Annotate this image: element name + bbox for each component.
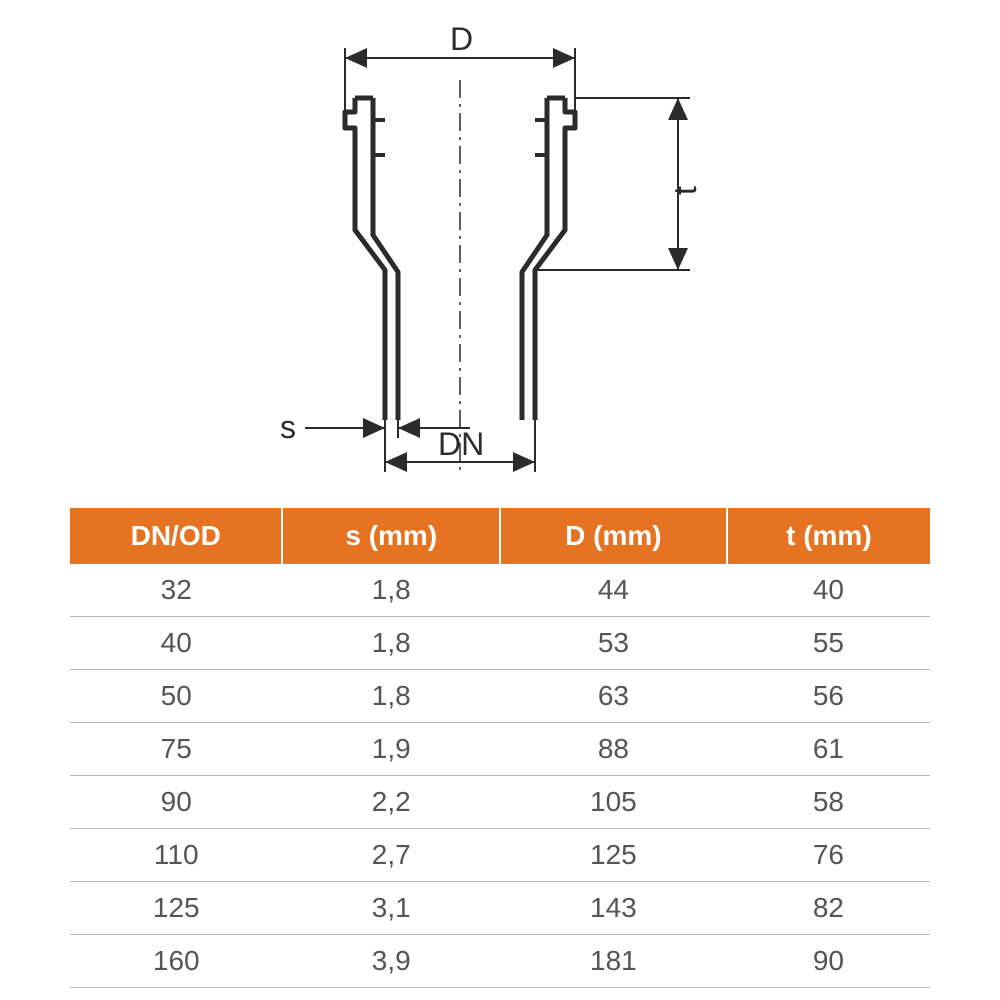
- dim-label-s: s: [280, 409, 296, 445]
- table-cell: 40: [727, 564, 930, 617]
- table-header-row: DN/ODs (mm)D (mm)t (mm): [70, 508, 930, 564]
- table-cell: 40: [70, 617, 282, 670]
- table-row: 1102,712576: [70, 829, 930, 882]
- table-cell: 53: [500, 617, 727, 670]
- table-cell: 3,9: [282, 935, 500, 988]
- dim-label-dn: DN: [438, 426, 484, 462]
- table-cell: 125: [70, 882, 282, 935]
- table-cell: 50: [70, 670, 282, 723]
- table-cell: 1,8: [282, 670, 500, 723]
- table-cell: 2,7: [282, 829, 500, 882]
- table-cell: 76: [727, 829, 930, 882]
- table-header-cell: t (mm): [727, 508, 930, 564]
- table-cell: 1,8: [282, 617, 500, 670]
- table-cell: 82: [727, 882, 930, 935]
- table-cell: 88: [500, 723, 727, 776]
- table-cell: 61: [727, 723, 930, 776]
- table-cell: 3,1: [282, 882, 500, 935]
- table-row: 1603,918190: [70, 935, 930, 988]
- table-cell: 44: [500, 564, 727, 617]
- table-cell: 181: [500, 935, 727, 988]
- table-cell: 75: [70, 723, 282, 776]
- dim-label-d: D: [450, 21, 473, 57]
- dimensions-table-wrapper: DN/ODs (mm)D (mm)t (mm) 321,84440401,853…: [70, 508, 930, 988]
- table-row: 751,98861: [70, 723, 930, 776]
- table-row: 1253,114382: [70, 882, 930, 935]
- dim-label-t: t: [667, 186, 703, 195]
- pipe-svg: D t s DN: [180, 20, 820, 480]
- table-body: 321,84440401,85355501,86356751,98861902,…: [70, 564, 930, 988]
- table-cell: 1,8: [282, 564, 500, 617]
- table-row: 501,86356: [70, 670, 930, 723]
- table-cell: 56: [727, 670, 930, 723]
- table-cell: 160: [70, 935, 282, 988]
- table-cell: 90: [727, 935, 930, 988]
- table-cell: 55: [727, 617, 930, 670]
- table-row: 902,210558: [70, 776, 930, 829]
- table-row: 401,85355: [70, 617, 930, 670]
- table-cell: 90: [70, 776, 282, 829]
- table-cell: 105: [500, 776, 727, 829]
- table-header-cell: D (mm): [500, 508, 727, 564]
- table-cell: 143: [500, 882, 727, 935]
- table-cell: 125: [500, 829, 727, 882]
- table-cell: 2,2: [282, 776, 500, 829]
- table-cell: 110: [70, 829, 282, 882]
- table-cell: 32: [70, 564, 282, 617]
- table-cell: 58: [727, 776, 930, 829]
- dimensions-table: DN/ODs (mm)D (mm)t (mm) 321,84440401,853…: [70, 508, 930, 988]
- table-row: 321,84440: [70, 564, 930, 617]
- pipe-diagram: D t s DN: [180, 20, 820, 480]
- table-header-cell: s (mm): [282, 508, 500, 564]
- table-cell: 63: [500, 670, 727, 723]
- table-cell: 1,9: [282, 723, 500, 776]
- table-header-cell: DN/OD: [70, 508, 282, 564]
